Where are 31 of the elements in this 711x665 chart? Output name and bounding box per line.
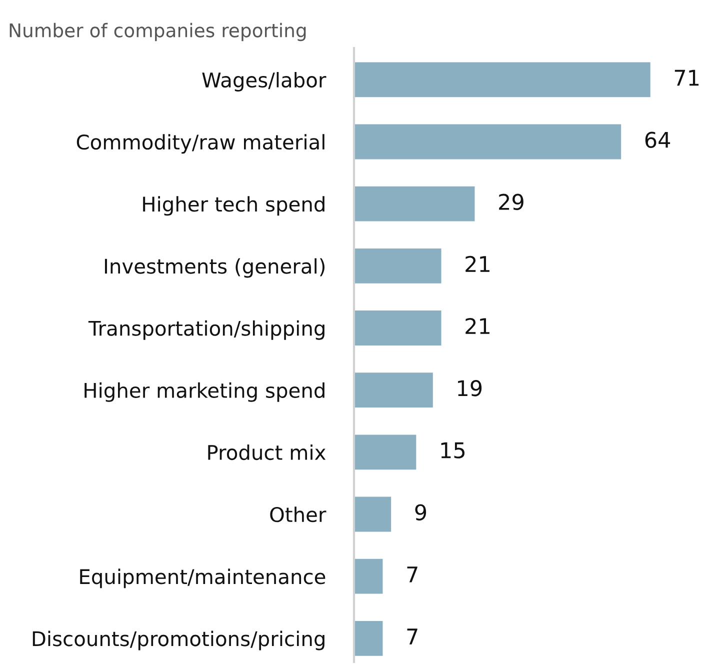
data-label: 21 bbox=[466, 256, 490, 272]
y-tick-label: Higher marketing spend bbox=[84, 382, 324, 402]
y-tick-label: Wages/labor bbox=[202, 72, 326, 92]
y-tick-label: Higher tech spend bbox=[143, 196, 324, 216]
y-tick-label: Commodity/raw material bbox=[76, 134, 324, 154]
y-tick-label: Product mix bbox=[208, 444, 326, 460]
data-label: 15 bbox=[441, 442, 464, 458]
y-tick-label: Discounts/promotions/pricing bbox=[32, 630, 324, 650]
text: Number of companies reporting bbox=[10, 22, 306, 42]
bar bbox=[354, 309, 442, 347]
data-label: 29 bbox=[499, 194, 524, 210]
bar bbox=[354, 558, 384, 595]
y-tick-label: Investments (general) bbox=[104, 258, 324, 278]
bar bbox=[354, 61, 652, 98]
bar bbox=[354, 185, 476, 222]
data-label: 19 bbox=[458, 380, 482, 396]
data-label: 7 bbox=[407, 566, 418, 582]
data-label: 64 bbox=[645, 132, 670, 148]
bar bbox=[354, 434, 418, 471]
y-tick-label: Other bbox=[270, 506, 326, 522]
data-label: 21 bbox=[466, 318, 490, 334]
bar bbox=[354, 620, 384, 657]
data-label: 71 bbox=[674, 70, 699, 86]
bar bbox=[354, 372, 434, 409]
data-label: 9 bbox=[415, 504, 426, 520]
y-tick-label: Transportation/shipping bbox=[88, 320, 324, 340]
bar bbox=[354, 247, 442, 284]
bar bbox=[354, 123, 622, 160]
y-tick-label: Equipment/maintenance bbox=[80, 568, 326, 588]
data-label: 7 bbox=[407, 628, 418, 644]
bar bbox=[354, 496, 392, 533]
